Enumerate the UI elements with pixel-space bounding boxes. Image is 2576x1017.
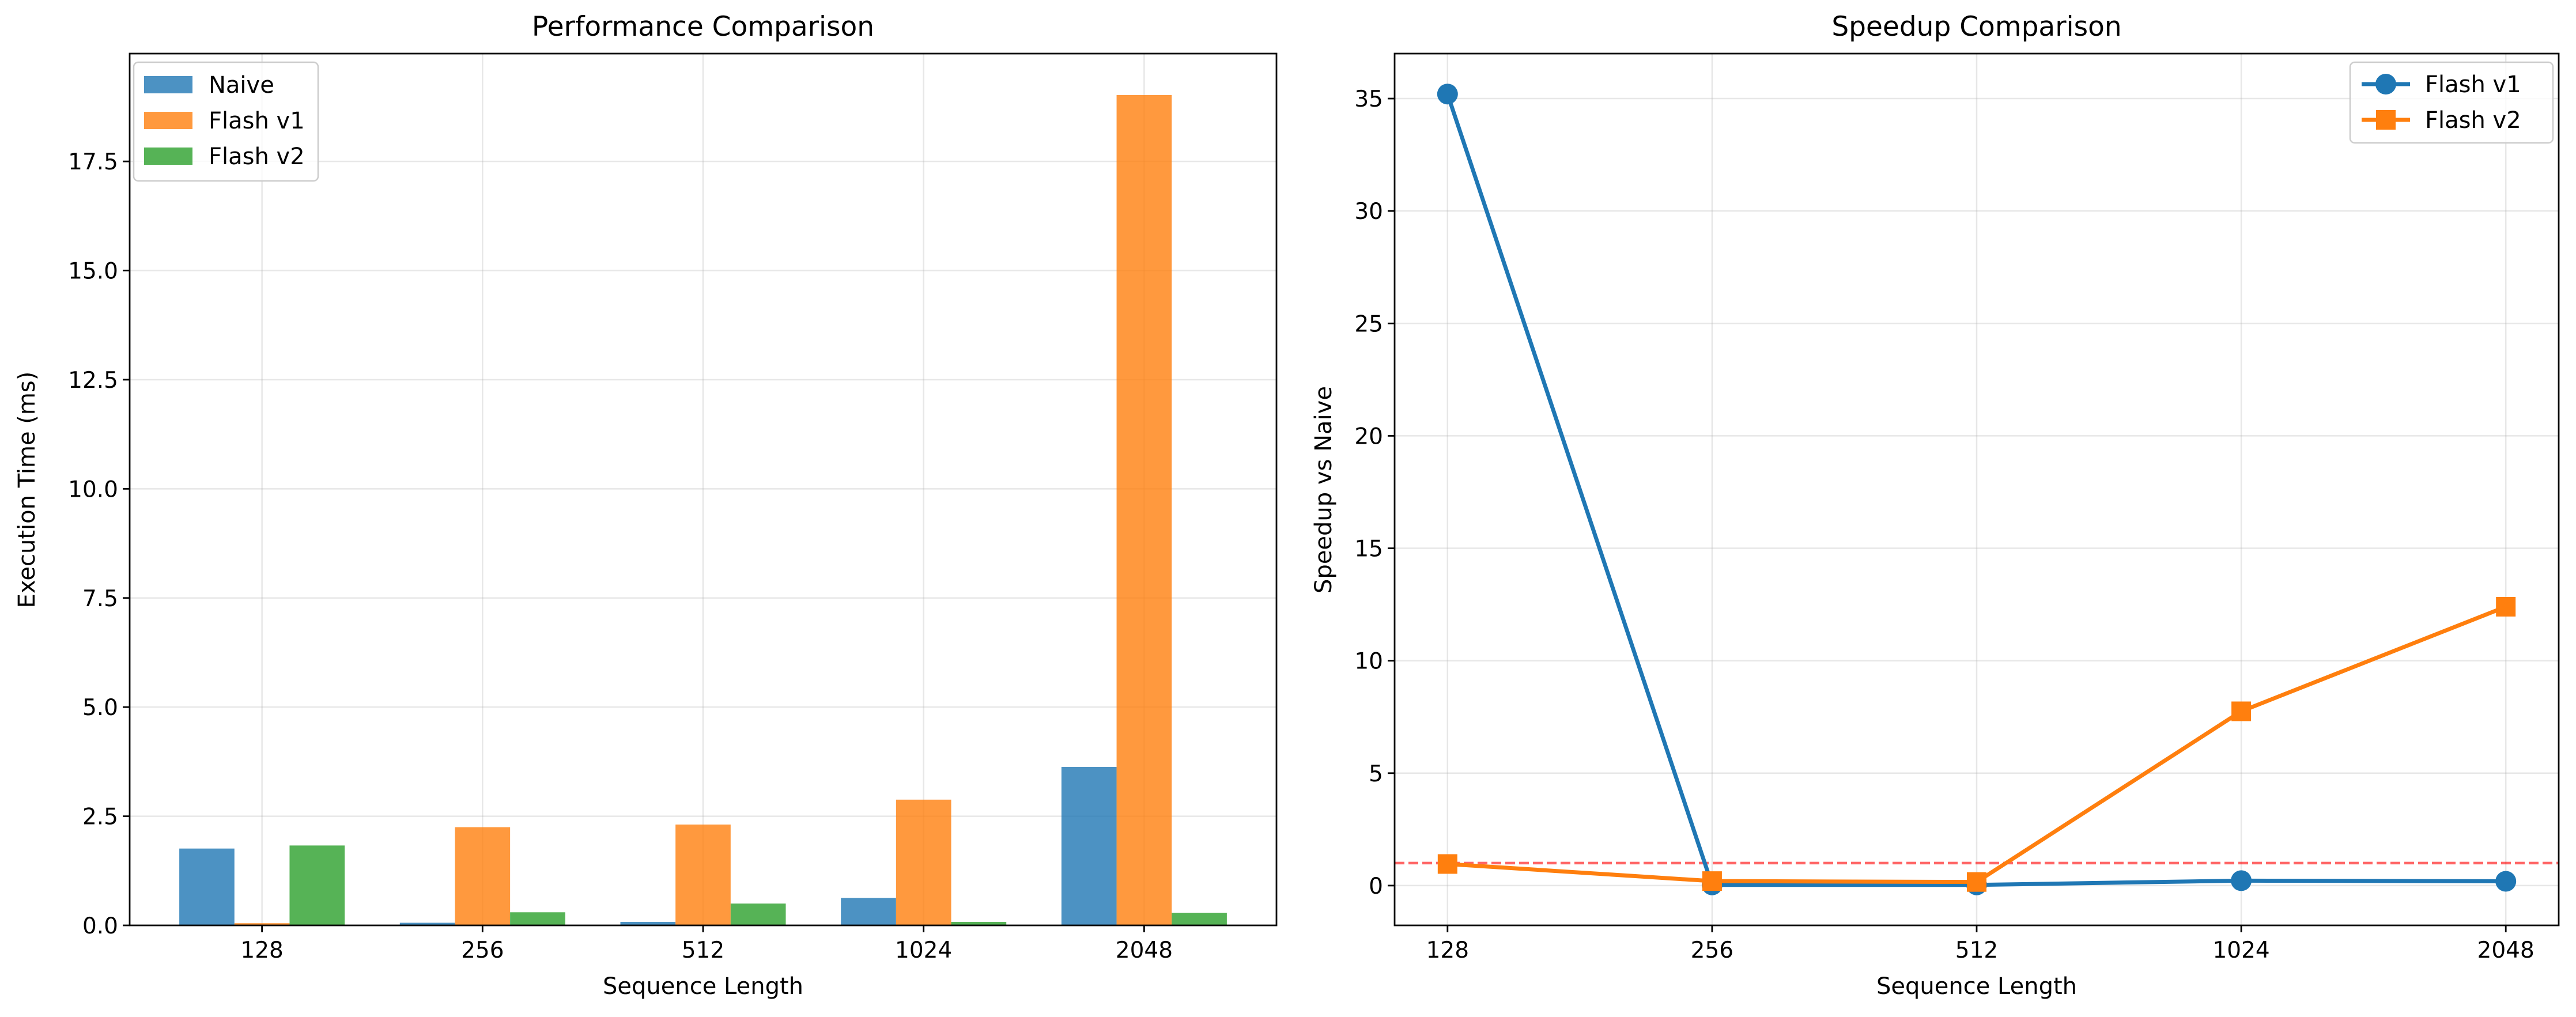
bar-legend-label-flash-v1: Flash v1 (209, 108, 305, 134)
point-flash-v2-512 (1967, 872, 1986, 892)
point-flash-v2-2048 (2496, 597, 2516, 617)
bar-flash-v1-128 (234, 923, 290, 925)
point-flash-v1-128 (1437, 84, 1458, 105)
bar-plot-frame (129, 52, 1278, 927)
speedup-comparison-panel: Speedup Comparison 128 256 512 1024 2048 0 5 1… (1310, 11, 2560, 1000)
line-y-tick-label: 25 (1354, 311, 1383, 337)
line-x-tick-label: 1024 (2212, 937, 2269, 963)
bar-flash-v2-128 (289, 845, 345, 925)
point-flash-v2-256 (1702, 871, 1722, 891)
bar-flash-v2-256 (510, 912, 565, 925)
bar-legend-label-naive: Naive (209, 72, 274, 99)
bar-x-axis-label: Sequence Length (603, 973, 803, 1000)
line-x-ticks: 128 256 512 1024 2048 (1426, 925, 2535, 963)
bar-legend: Naive Flash v1 Flash v2 (133, 61, 319, 182)
point-flash-v1-1024 (2231, 870, 2252, 891)
line-x-tick-label: 128 (1426, 937, 1469, 963)
line-x-tick-label: 2048 (2477, 937, 2535, 963)
bar-y-tick-label: 5.0 (82, 695, 118, 721)
bar-chart-title: Performance Comparison (532, 11, 874, 43)
bar-flash-v2-2048 (1172, 913, 1227, 925)
bar-flash-v2-1024 (951, 921, 1007, 925)
bar-x-tick-label: 512 (682, 937, 724, 963)
bar-y-axis-label: Execution Time (ms) (14, 372, 40, 608)
point-flash-v1-2048 (2495, 871, 2517, 892)
line-chart-title: Speedup Comparison (1831, 11, 2121, 43)
bar-legend-label-flash-v2: Flash v2 (209, 143, 305, 170)
bar-flash-v1-1024 (896, 799, 951, 925)
line-y-tick-label: 5 (1369, 761, 1383, 787)
bar-x-tick-label: 128 (240, 937, 283, 963)
bar-naive-128 (179, 848, 235, 925)
bar-flash-v1-256 (455, 827, 511, 925)
line-legend-label-flash-v1: Flash v1 (2425, 71, 2521, 98)
bar-naive-512 (620, 921, 676, 925)
bar-series-group (179, 94, 1227, 925)
line-y-tick-label: 10 (1354, 649, 1383, 675)
line-y-axis-label: Speedup vs Naive (1310, 386, 1337, 593)
bar-naive-2048 (1061, 766, 1117, 925)
bar-y-tick-label: 12.5 (68, 368, 118, 394)
line-x-tick-label: 256 (1691, 937, 1733, 963)
bar-x-tick-label: 2048 (1116, 937, 1173, 963)
bar-x-tick-label: 256 (461, 937, 504, 963)
bar-y-tick-label: 10.0 (68, 477, 118, 502)
bar-y-ticks: 0.0 2.5 5.0 7.5 10.0 12.5 15.0 17.5 (68, 149, 130, 939)
bar-flash-v2-512 (730, 903, 786, 925)
point-flash-v2-128 (1437, 854, 1457, 874)
line-y-tick-label: 15 (1354, 536, 1383, 562)
line-x-axis-label: Sequence Length (1876, 973, 2077, 1000)
line-series-group (1437, 84, 2517, 895)
line-y-ticks: 0 5 10 15 20 25 30 35 (1354, 86, 1395, 899)
bar-naive-256 (399, 923, 455, 925)
bar-y-tick-label: 15.0 (68, 259, 118, 285)
line-legend-marker-flash-v2 (2376, 110, 2396, 130)
bar-naive-1024 (841, 898, 896, 925)
line-gridlines (1395, 54, 2559, 925)
bar-legend-swatch-flash-v1 (144, 112, 192, 129)
line-y-tick-label: 35 (1354, 86, 1383, 112)
bar-y-tick-label: 0.0 (82, 913, 118, 939)
bar-flash-v1-2048 (1116, 94, 1172, 925)
line-plot-frame (1393, 52, 2560, 927)
bar-flash-v1-512 (675, 824, 731, 925)
bar-legend-swatch-flash-v2 (144, 148, 192, 165)
bar-legend-swatch-naive (144, 76, 192, 93)
line-x-tick-label: 512 (1955, 937, 1998, 963)
line-y-tick-label: 0 (1369, 874, 1383, 899)
point-flash-v2-1024 (2231, 701, 2252, 721)
bar-x-tick-label: 1024 (895, 937, 952, 963)
bar-x-ticks: 128 256 512 1024 2048 (240, 925, 1173, 963)
line-legend-marker-flash-v1 (2375, 74, 2396, 94)
line-y-tick-label: 30 (1354, 199, 1383, 225)
line-legend-label-flash-v2: Flash v2 (2425, 107, 2521, 134)
line-legend: Flash v1 Flash v2 (2349, 61, 2554, 144)
bar-y-tick-label: 17.5 (68, 149, 118, 175)
performance-comparison-panel: Performance Comparison 128 256 512 1024 2048… (14, 11, 1278, 1000)
bar-y-tick-label: 7.5 (82, 586, 118, 612)
line-y-tick-label: 20 (1354, 424, 1383, 449)
bar-y-tick-label: 2.5 (82, 804, 118, 830)
